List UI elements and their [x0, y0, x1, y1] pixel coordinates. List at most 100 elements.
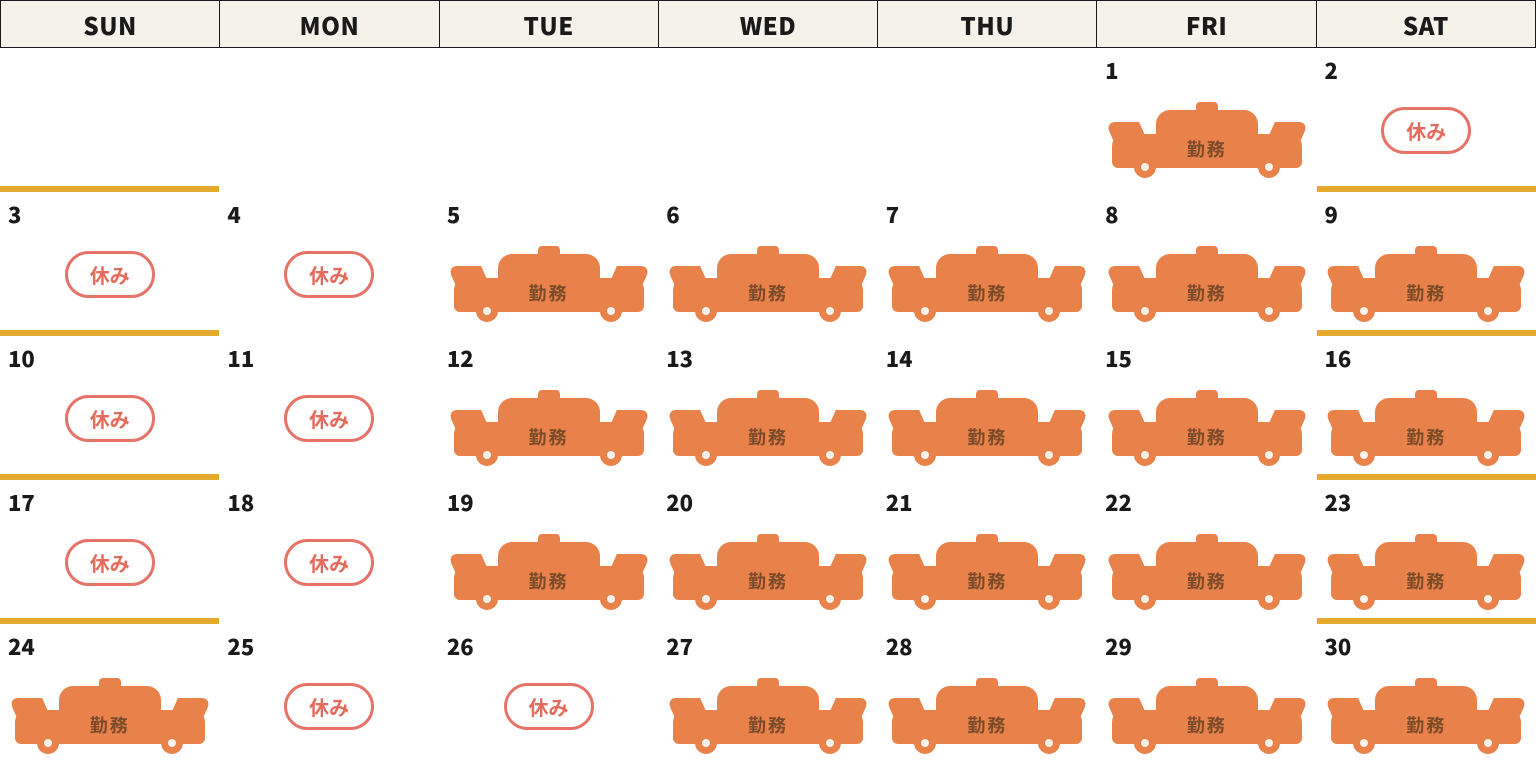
work-label: 勤務: [673, 712, 863, 738]
day-number: 22: [1105, 486, 1132, 518]
day-cell: 16勤務: [1317, 336, 1536, 480]
day-content: 休み: [219, 251, 438, 322]
day-number: 28: [886, 630, 913, 662]
day-number: 24: [8, 630, 35, 662]
day-cell: 25休み: [219, 624, 438, 768]
day-content: 勤務: [1097, 538, 1316, 610]
day-content: 勤務: [439, 538, 658, 610]
taxi-icon: 勤務: [15, 682, 205, 754]
taxi-icon: 勤務: [673, 538, 863, 610]
day-content: 休み: [219, 395, 438, 466]
taxi-icon: 勤務: [1112, 250, 1302, 322]
day-off-badge: 休み: [284, 395, 374, 442]
day-number: 4: [227, 198, 240, 230]
weekday-header-row: SUNMONTUEWEDTHUFRISAT: [0, 0, 1536, 48]
day-content: 休み: [0, 251, 219, 322]
day-number: 7: [886, 198, 899, 230]
work-label: 勤務: [454, 280, 644, 306]
day-cell: 9勤務: [1317, 192, 1536, 336]
day-content: 勤務: [878, 394, 1097, 466]
day-off-badge: 休み: [1381, 107, 1471, 154]
day-number: 15: [1105, 342, 1132, 374]
day-content: 勤務: [1317, 538, 1536, 610]
day-off-badge: 休み: [65, 251, 155, 298]
day-cell: 15 勤務: [1097, 336, 1316, 480]
day-cell: 21勤務: [878, 480, 1097, 624]
day-number: 27: [666, 630, 693, 662]
work-label: 勤務: [1112, 136, 1302, 162]
day-cell: 29勤務: [1097, 624, 1316, 768]
day-off-badge: 休み: [504, 683, 594, 730]
day-content: 勤務: [878, 682, 1097, 754]
taxi-icon: 勤務: [673, 682, 863, 754]
weekday-header-sun: SUN: [0, 0, 220, 48]
day-content: 勤務: [658, 538, 877, 610]
work-label: 勤務: [1112, 568, 1302, 594]
day-number: 6: [666, 198, 679, 230]
taxi-icon: 勤務: [454, 394, 644, 466]
day-number: 1: [1105, 54, 1118, 86]
day-number: 20: [666, 486, 693, 518]
day-content: 勤務: [658, 394, 877, 466]
day-cell: 8 勤務: [1097, 192, 1316, 336]
work-label: 勤務: [673, 568, 863, 594]
taxi-icon: 勤務: [1112, 538, 1302, 610]
day-number: 13: [666, 342, 693, 374]
day-content: 勤務: [439, 250, 658, 322]
work-label: 勤務: [1331, 712, 1521, 738]
day-off-badge: 休み: [284, 539, 374, 586]
day-number: 17: [8, 486, 35, 518]
day-cell: 30 勤務: [1317, 624, 1536, 768]
day-content: 勤務: [439, 394, 658, 466]
work-label: 勤務: [673, 280, 863, 306]
day-cell: 18 休み: [219, 480, 438, 624]
work-label: 勤務: [454, 568, 644, 594]
day-content: 勤務: [1097, 106, 1316, 178]
day-content: 休み: [219, 539, 438, 610]
day-off-badge: 休み: [284, 251, 374, 298]
work-label: 勤務: [454, 424, 644, 450]
day-content: 勤務: [658, 682, 877, 754]
day-cell: 4 休み: [219, 192, 438, 336]
taxi-icon: 勤務: [1331, 394, 1521, 466]
day-number: 10: [8, 342, 35, 374]
day-content: 休み: [1317, 107, 1536, 178]
taxi-icon: 勤務: [1112, 394, 1302, 466]
day-content: 勤務: [878, 538, 1097, 610]
day-number: 19: [447, 486, 474, 518]
week-row: 3休み4休み5勤務6勤務7勤務8勤務9勤務: [0, 192, 1536, 336]
day-content: 休み: [219, 683, 438, 754]
taxi-icon: 勤務: [892, 682, 1082, 754]
day-number: 11: [227, 342, 254, 374]
taxi-icon: 勤務: [454, 538, 644, 610]
day-cell: 11 休み: [219, 336, 438, 480]
day-cell: 7勤務: [878, 192, 1097, 336]
work-label: 勤務: [1331, 424, 1521, 450]
work-label: 勤務: [673, 424, 863, 450]
day-number: 18: [227, 486, 254, 518]
day-cell: 1 勤務: [1097, 48, 1316, 192]
taxi-icon: 勤務: [892, 538, 1082, 610]
day-content: 勤務: [1317, 682, 1536, 754]
work-label: 勤務: [1112, 712, 1302, 738]
day-off-badge: 休み: [65, 539, 155, 586]
day-content: 休み: [439, 683, 658, 754]
day-content: 休み: [0, 539, 219, 610]
day-cell: 14勤務: [878, 336, 1097, 480]
day-content: 勤務: [1097, 250, 1316, 322]
day-content: 勤務: [0, 682, 219, 754]
work-label: 勤務: [1331, 568, 1521, 594]
work-schedule-calendar: SUNMONTUEWEDTHUFRISAT 1勤務2休み3休み4休み5勤務6勤務…: [0, 0, 1536, 768]
day-cell: 3休み: [0, 192, 219, 336]
day-cell: 12勤務: [439, 336, 658, 480]
weekday-header-sat: SAT: [1317, 0, 1536, 48]
day-content: 休み: [0, 395, 219, 466]
work-label: 勤務: [892, 568, 1082, 594]
day-number: 30: [1325, 630, 1352, 662]
day-cell: [439, 48, 658, 192]
day-number: 5: [447, 198, 460, 230]
day-number: 8: [1105, 198, 1118, 230]
day-cell: [219, 48, 438, 192]
calendar-body: 1勤務2休み3休み4休み5勤務6勤務7勤務8勤務9勤務10休み11休み12勤務1…: [0, 48, 1536, 768]
day-cell: [658, 48, 877, 192]
